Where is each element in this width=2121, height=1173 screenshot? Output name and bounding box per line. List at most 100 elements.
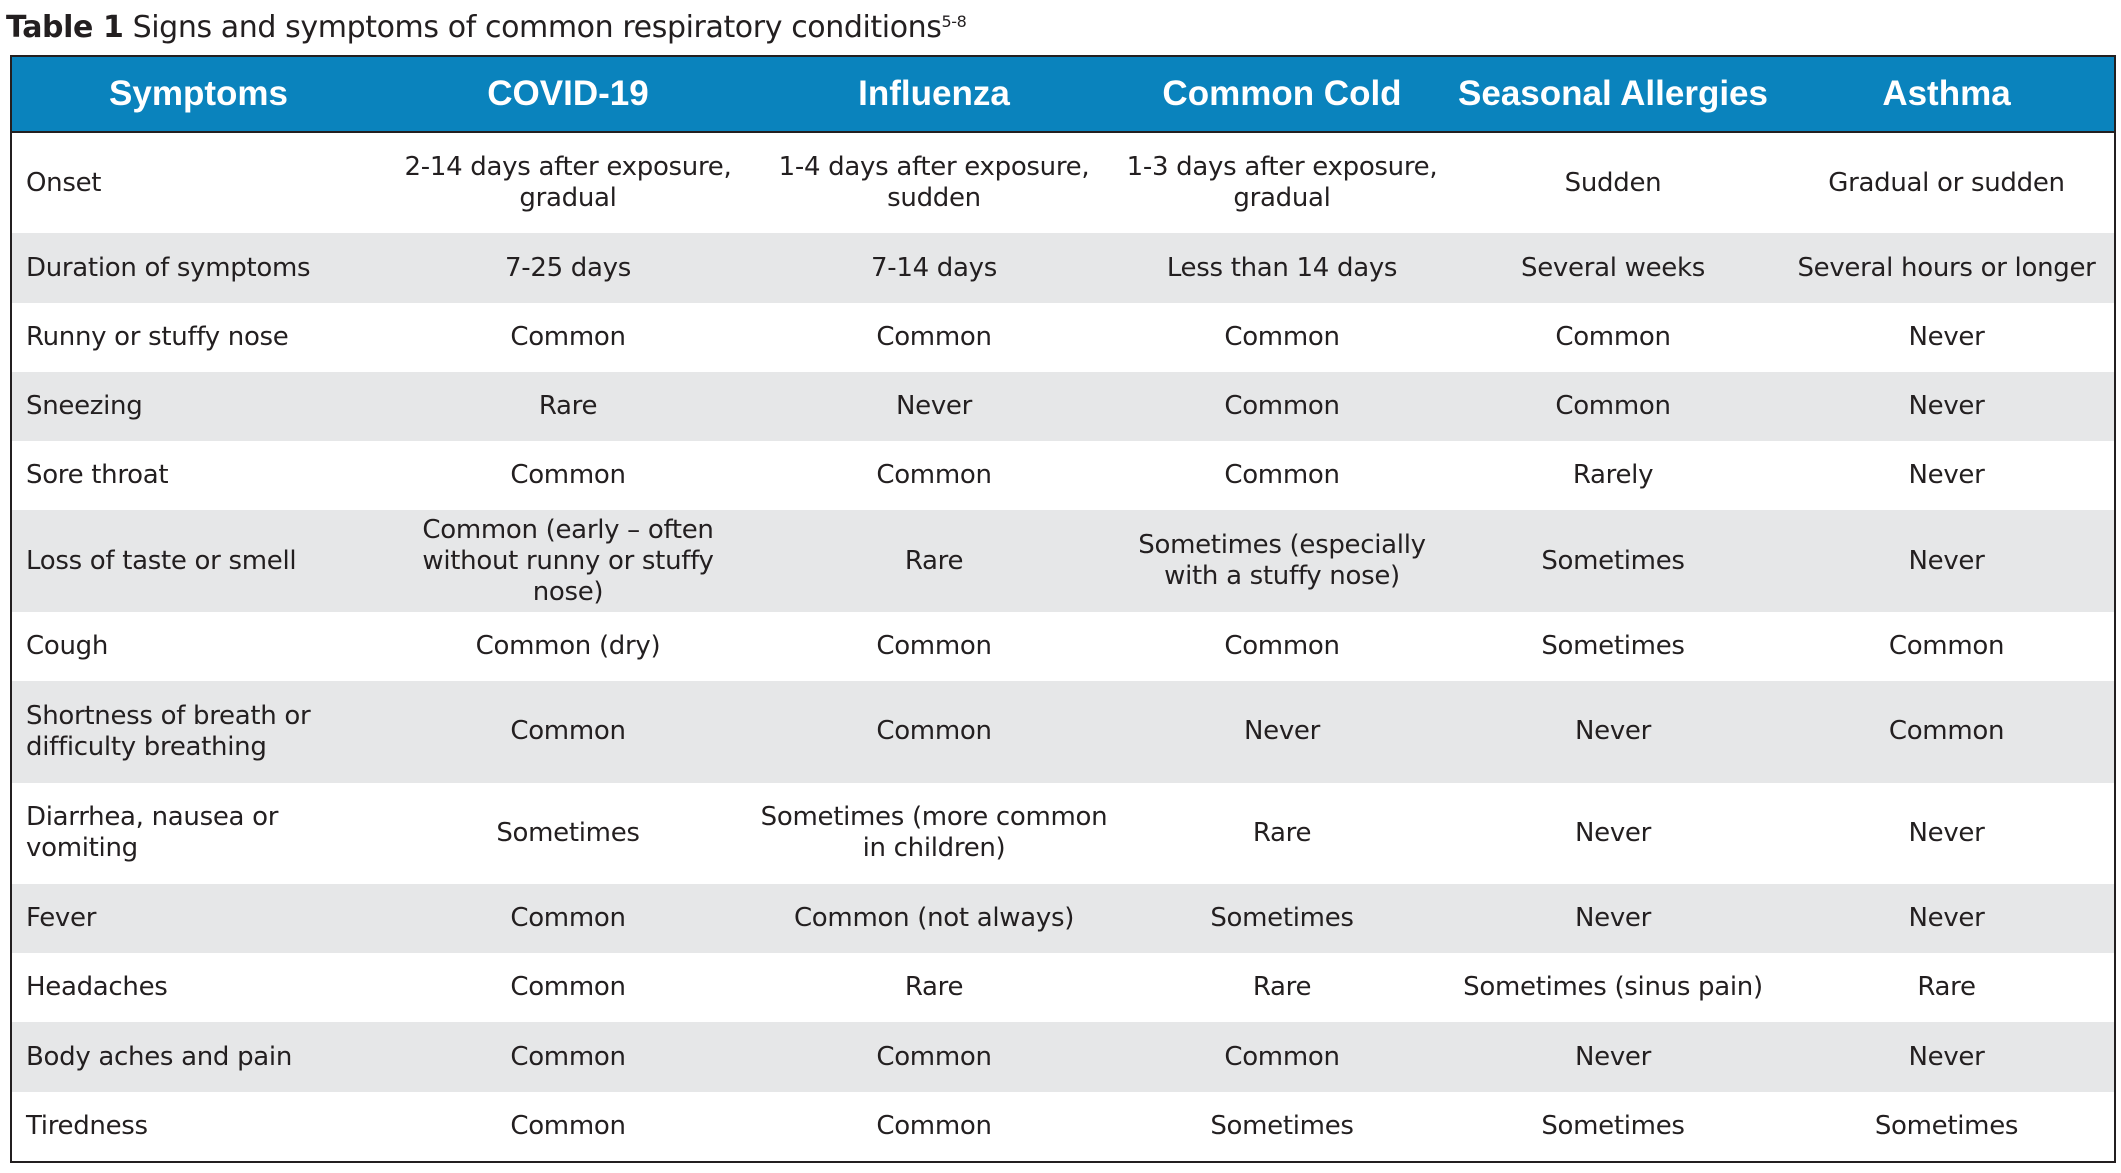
header-seasonal-allergies: Seasonal Allergies xyxy=(1447,57,1779,133)
table-cell: Common xyxy=(751,1022,1117,1092)
table-cell: Common xyxy=(510,321,626,352)
table-cell: Common xyxy=(1117,1022,1447,1092)
table-cell: Rare xyxy=(904,972,964,1003)
table-row: Onset 2-14 days after exposure, gradual … xyxy=(12,132,2114,233)
table-row: Diarrhea, nausea or vomiting Sometimes S… xyxy=(12,783,2114,884)
table-cell: Several weeks xyxy=(1447,233,1779,303)
table-cell: Sometimes (more common in children) xyxy=(760,802,1108,864)
header-symptoms: Symptoms xyxy=(12,57,385,133)
row-label: Cough xyxy=(26,630,109,661)
row-label: Tiredness xyxy=(26,1110,148,1141)
table-cell: Common xyxy=(876,460,992,491)
row-label: Sore throat xyxy=(26,460,169,491)
table-cell: Rare xyxy=(1917,972,1976,1003)
table-header: Symptoms COVID-19 Influenza Common Cold … xyxy=(12,57,2114,133)
table-cell: Several hours or longer xyxy=(1779,233,2114,303)
table-cell: Sometimes (sinus pain) xyxy=(1463,972,1763,1003)
table-row: Loss of taste or smell Common (early – o… xyxy=(12,510,2114,612)
table-cell: Rare xyxy=(1252,972,1312,1003)
table-cell: Sometimes xyxy=(1874,1110,2019,1141)
table-cell: Common (not always) xyxy=(751,883,1117,954)
table-cell: Common xyxy=(1555,321,1671,352)
table-cell: Never xyxy=(1117,681,1447,783)
table-cell: Common xyxy=(385,681,751,783)
row-label: Onset xyxy=(26,167,102,198)
table-cell: Common (early – often without runny or s… xyxy=(385,510,751,612)
row-label: Runny or stuffy nose xyxy=(26,321,289,352)
table-cell: Common xyxy=(1447,371,1779,442)
table-cell: Never xyxy=(1908,321,1985,352)
row-label: Diarrhea, nausea or vomiting xyxy=(26,802,279,864)
table-cell: Rare xyxy=(385,371,751,442)
caption-reference: 5-8 xyxy=(941,12,967,31)
table-cell: Sudden xyxy=(1564,167,1662,198)
table-row: Tiredness Common Common Sometimes Someti… xyxy=(12,1092,2114,1161)
table-cell: Rare xyxy=(751,510,1117,612)
table-cell: Common xyxy=(510,460,626,491)
table-row: Cough Common (dry) Common Common Sometim… xyxy=(12,612,2114,681)
table-cell: Never xyxy=(1447,1022,1779,1092)
table-cell: Common xyxy=(1224,321,1340,352)
table-cell: Common xyxy=(510,972,626,1003)
table-cell: 7-25 days xyxy=(385,233,751,303)
row-label: Loss of taste or smell xyxy=(12,510,385,612)
table-cell: Rarely xyxy=(1572,460,1654,491)
table-cell: Common xyxy=(751,681,1117,783)
caption-label: Table 1 xyxy=(6,10,124,45)
table-cell: Common (dry) xyxy=(475,630,661,661)
table-cell: Common xyxy=(1888,630,2005,661)
table-cell: Sometimes xyxy=(1447,510,1779,612)
table-cell: Never xyxy=(1447,681,1779,783)
table-row: Fever Common Common (not always) Sometim… xyxy=(12,883,2114,954)
table-cell: Common xyxy=(385,1022,751,1092)
table-cell: Common xyxy=(385,883,751,954)
table-cell: Gradual or sudden xyxy=(1828,167,2065,198)
table-cell: Never xyxy=(1779,510,2114,612)
table-cell: Sometimes xyxy=(1210,1110,1354,1141)
symptoms-table: Symptoms COVID-19 Influenza Common Cold … xyxy=(12,57,2114,1161)
header-asthma: Asthma xyxy=(1779,57,2114,133)
table-row: Sneezing Rare Never Common Common Never xyxy=(12,371,2114,442)
table-cell: Sometimes xyxy=(1541,630,1685,661)
table-row: Runny or stuffy nose Common Common Commo… xyxy=(12,303,2114,372)
table-cell: 1-4 days after exposure, sudden xyxy=(778,152,1090,214)
table-cell: Never xyxy=(1908,460,1985,491)
table-row: Body aches and pain Common Common Common… xyxy=(12,1022,2114,1092)
table-cell: Common xyxy=(1117,371,1447,442)
table-row: Duration of symptoms 7-25 days 7-14 days… xyxy=(12,233,2114,303)
table-row: Headaches Common Rare Rare Sometimes (si… xyxy=(12,953,2114,1022)
table-cell: Sometimes (especially with a stuffy nose… xyxy=(1117,510,1447,612)
header-row: Symptoms COVID-19 Influenza Common Cold … xyxy=(12,57,2114,133)
table-cell: Never xyxy=(1779,371,2114,442)
caption-text: Signs and symptoms of common respiratory… xyxy=(123,10,942,45)
table-cell: Common xyxy=(1224,460,1340,491)
symptoms-table-container: Symptoms COVID-19 Influenza Common Cold … xyxy=(10,55,2116,1163)
table-cell: Less than 14 days xyxy=(1117,233,1447,303)
row-label: Headaches xyxy=(26,972,168,1003)
row-label: Body aches and pain xyxy=(12,1022,385,1092)
table-cell: 7-14 days xyxy=(751,233,1117,303)
table-cell: Common xyxy=(1779,681,2114,783)
table-cell: Sometimes xyxy=(1117,883,1447,954)
table-cell: 2-14 days after exposure, gradual xyxy=(404,152,732,214)
table-cell: Never xyxy=(1779,883,2114,954)
table-cell: Never xyxy=(1574,817,1652,848)
row-label: Shortness of breath or difficulty breath… xyxy=(12,681,385,783)
table-row: Sore throat Common Common Common Rarely … xyxy=(12,441,2114,510)
row-label: Sneezing xyxy=(12,371,385,442)
header-influenza: Influenza xyxy=(751,57,1117,133)
row-label: Fever xyxy=(12,883,385,954)
table-cell: Never xyxy=(1779,1022,2114,1092)
table-cell: Never xyxy=(1447,883,1779,954)
row-label: Duration of symptoms xyxy=(12,233,385,303)
table-cell: Never xyxy=(1908,817,1985,848)
table-cell: Common xyxy=(510,1110,626,1141)
table-cell: Never xyxy=(751,371,1117,442)
table-body: Onset 2-14 days after exposure, gradual … xyxy=(12,132,2114,1161)
table-cell: 1-3 days after exposure, gradual xyxy=(1126,152,1438,214)
table-cell: Common xyxy=(1224,630,1340,661)
table-caption: Table 1 Signs and symptoms of common res… xyxy=(6,6,967,50)
header-covid-19: COVID-19 xyxy=(385,57,751,133)
table-cell: Common xyxy=(876,630,992,661)
table-cell: Common xyxy=(876,1110,992,1141)
